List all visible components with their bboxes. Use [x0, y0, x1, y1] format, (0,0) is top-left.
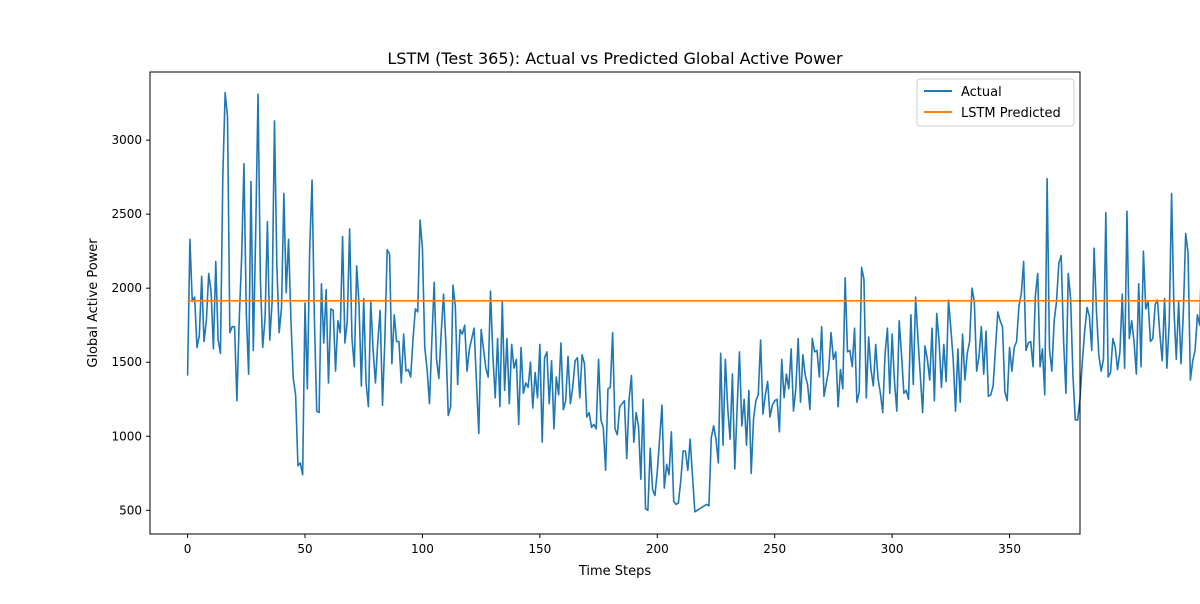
x-axis-ticks: 0 50 100 150 200 250 300 350 [184, 534, 1021, 556]
chart-title: LSTM (Test 365): Actual vs Predicted Glo… [387, 49, 843, 68]
plot-frame [149, 71, 1081, 535]
x-tick-label: 150 [528, 542, 551, 556]
y-tick-label: 2500 [111, 207, 142, 221]
series-line-actual [186, 91, 1200, 513]
y-tick-label: 500 [119, 503, 142, 517]
x-axis-label: Time Steps [578, 564, 652, 579]
legend-label-actual: Actual [961, 85, 1002, 100]
y-axis-label: Global Active Power [86, 238, 101, 368]
y-axis-ticks: 500 1000 1500 2000 2500 3000 [111, 133, 150, 517]
plot-area [150, 72, 1080, 534]
y-tick-label: 1500 [111, 355, 142, 369]
y-tick-label: 3000 [111, 133, 142, 147]
x-tick-label: 350 [998, 542, 1021, 556]
x-tick-label: 300 [881, 542, 904, 556]
x-tick-label: 250 [763, 542, 786, 556]
x-tick-label: 50 [297, 542, 312, 556]
y-tick-label: 2000 [111, 281, 142, 295]
legend: Actual LSTM Predicted [916, 78, 1075, 127]
legend-box [916, 78, 1075, 127]
x-tick-label: 100 [411, 542, 434, 556]
y-tick-label: 1000 [111, 429, 142, 443]
plot-lines [186, 91, 1200, 513]
legend-label-lstm-predicted: LSTM Predicted [961, 106, 1061, 121]
x-tick-label: 200 [646, 542, 669, 556]
x-tick-label: 0 [184, 542, 192, 556]
